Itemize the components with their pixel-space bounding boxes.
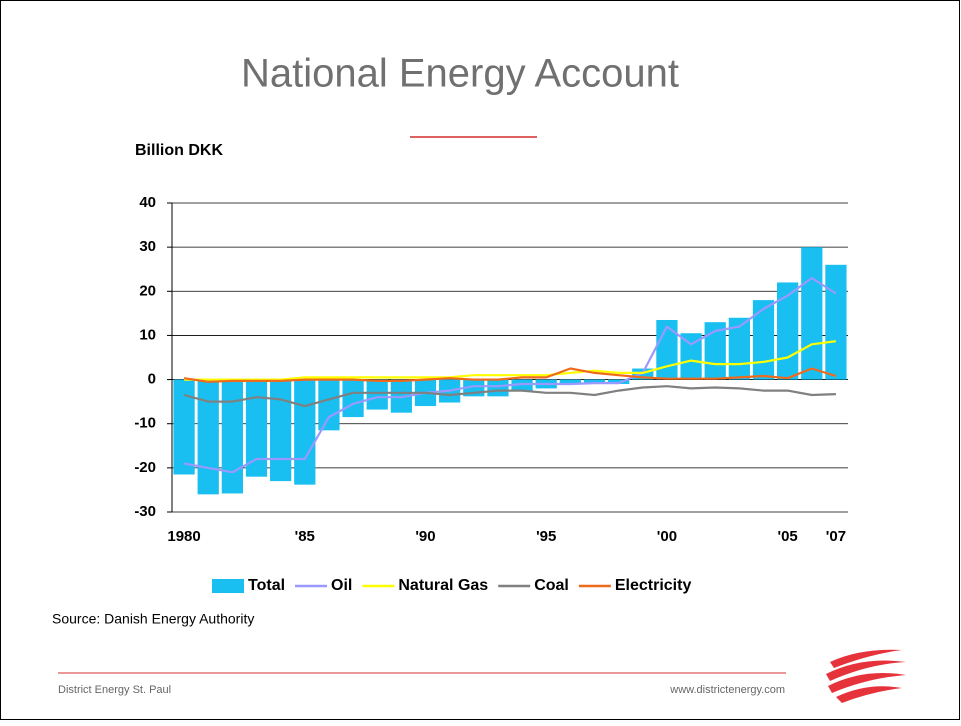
bar [608, 379, 630, 384]
bar [270, 379, 292, 482]
legend: Total Oil Natural Gas Coal Electricity [212, 577, 691, 594]
x-tick-label: '07 [826, 528, 846, 545]
y-axis-label: Billion DKK [135, 142, 223, 159]
logo [826, 649, 906, 703]
line-natural-gas [184, 340, 837, 381]
x-tick-label: '00 [657, 528, 677, 545]
line-oil [183, 276, 837, 474]
bar [825, 264, 847, 380]
y-tick-label: 10 [139, 326, 156, 343]
bar [752, 300, 775, 380]
bar [294, 379, 316, 485]
bar [559, 379, 581, 384]
legend-label: Oil [331, 577, 352, 594]
bar [342, 379, 364, 418]
y-tick-label: 30 [139, 238, 156, 255]
y-tick-label: -20 [134, 459, 156, 476]
plot: -30 -20 -10 0 10 20 30 40 1980 '85 '90 '95 '00 '05 '07 [134, 194, 848, 545]
legend-swatch [212, 579, 244, 593]
bar [777, 282, 799, 380]
x-tick-label: '85 [295, 528, 315, 545]
bar [173, 379, 195, 475]
bar [245, 379, 268, 477]
bar [318, 379, 340, 431]
bar [704, 322, 726, 380]
x-tick-label: '95 [536, 528, 556, 545]
y-tick-label: -30 [134, 503, 156, 520]
legend-label: Total [248, 577, 285, 594]
x-tick-label: '90 [415, 528, 435, 545]
y-tick-label: 40 [139, 194, 156, 211]
bar [487, 379, 509, 397]
bar [583, 379, 606, 384]
footer-right: www.districtenergy.com [669, 684, 785, 696]
bar [221, 379, 243, 494]
y-tick-label: -10 [134, 415, 156, 432]
y-tick-label: 0 [148, 371, 156, 388]
x-tick-label: 1980 [167, 528, 200, 545]
legend-label: Coal [534, 577, 569, 594]
line-coal [183, 385, 836, 408]
bar [197, 379, 219, 495]
bar [680, 333, 702, 380]
x-tick-label: '05 [778, 528, 798, 545]
footer-left: District Energy St. Paul [58, 684, 171, 696]
source-note: Source: Danish Energy Authority [52, 611, 254, 627]
line-electricity [183, 367, 837, 383]
legend-label: Natural Gas [398, 577, 488, 594]
y-tick-label: 20 [139, 282, 156, 299]
bar [801, 247, 823, 380]
slide-title: National Energy Account [241, 52, 679, 96]
bar [366, 379, 388, 410]
legend-label: Electricity [615, 577, 692, 594]
